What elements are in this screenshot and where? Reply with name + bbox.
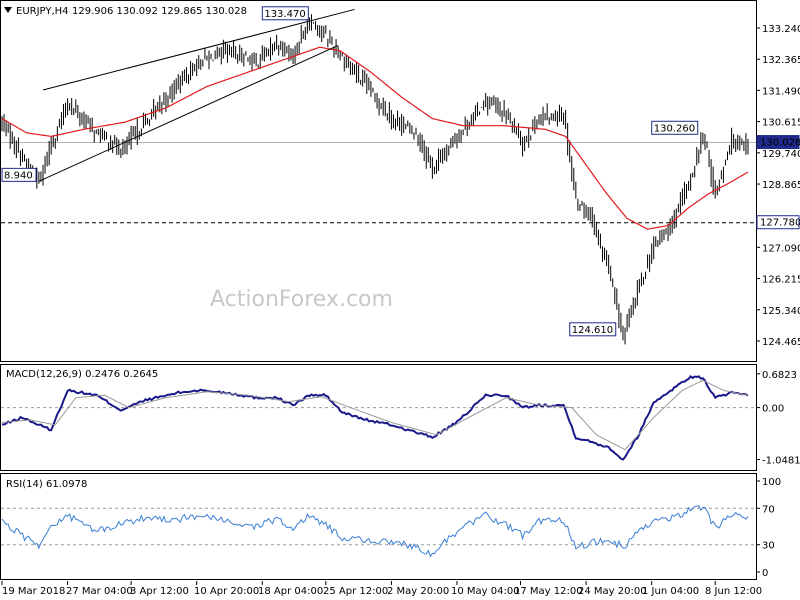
x-tick-label: 27 Mar 04:00 [66, 586, 133, 597]
x-tick-label: 1 Jun 04:00 [642, 586, 699, 597]
x-tick-label: 17 May 12:00 [514, 586, 583, 597]
price-tag-label: 127.780 [760, 218, 800, 229]
lower-channel-line [38, 44, 339, 182]
macd-line [1, 375, 749, 461]
price-tag-label: 130.028 [760, 138, 800, 149]
price-callout-label: 124.610 [572, 325, 613, 336]
price-callout-box [261, 6, 309, 21]
symbol-label: EURJPY,H4 [16, 6, 69, 17]
price-panel: 133.470 8.940 130.260 124.610 133.240 132.365… [1, 6, 800, 348]
y-tick-label: 127.090 [762, 243, 800, 254]
x-tick-label: 2 May 20:00 [387, 586, 449, 597]
y-tick-label: 125.340 [762, 306, 800, 317]
x-axis: 19 Mar 2018 27 Mar 04:003 Apr 12:00 10 Apr… [1, 581, 762, 597]
moving-average-line [1, 46, 749, 230]
price-callout-label: 8.940 [4, 170, 33, 181]
price-callout-box [569, 322, 617, 337]
y-tick-label: 129.740 [762, 149, 800, 160]
y-tick-label: 126.215 [762, 275, 800, 286]
y-tick-label: 70 [762, 504, 775, 515]
x-tick-label: 3 Apr 12:00 [130, 586, 189, 597]
price-callout-box [1, 167, 37, 182]
macd-panel-frame [0, 364, 757, 471]
price-panel-frame [0, 0, 757, 362]
macd-panel: 0.6823 0.00 -1.0481 [1, 370, 800, 466]
price-callout-label: 133.470 [264, 9, 305, 20]
x-tick-label: 19 Mar 2018 [2, 586, 65, 597]
x-tick-label: 10 Apr 20:00 [194, 586, 259, 597]
y-tick-label: 133.240 [762, 24, 800, 35]
price-callout-box [651, 120, 699, 135]
x-tick-label: 8 Jun 12:00 [705, 586, 762, 597]
y-tick-label: 100 [762, 477, 781, 488]
menu-triangle-icon[interactable] [4, 7, 12, 13]
y-tick-label: 124.465 [762, 337, 800, 348]
y-tick-label: 0 [762, 568, 768, 579]
y-tick-label: 132.365 [762, 55, 800, 66]
y-tick-label: 0.00 [762, 404, 784, 415]
rsi-title: RSI(14) 61.0978 [6, 479, 87, 490]
rsi-panel-frame [0, 473, 757, 580]
rsi-line [1, 505, 749, 558]
y-tick-label: 128.865 [762, 180, 800, 191]
x-tick-label: 25 Apr 12:00 [323, 586, 388, 597]
y-tick-label: -1.0481 [762, 455, 800, 466]
x-tick-label: 18 Apr 04:00 [258, 586, 323, 597]
upper-channel-line [42, 8, 355, 91]
x-tick-label: 24 May 20:00 [578, 586, 647, 597]
signal-line [1, 379, 748, 451]
y-tick-label: 0.6823 [762, 370, 797, 381]
current-price-tag [756, 135, 800, 150]
ohlc-readout: 129.906 130.092 129.865 130.028 [72, 6, 247, 17]
watermark-text: ActionForex.com [210, 287, 393, 312]
y-tick-label: 131.490 [762, 86, 800, 97]
y-tick-label: 30 [762, 541, 775, 552]
x-tick-label: 10 May 04:00 [451, 586, 520, 597]
rsi-panel: 100 70 30 0 [1, 477, 781, 579]
macd-title: MACD(12,26,9) 0.2476 0.2645 [6, 369, 158, 380]
price-callout-label: 130.260 [654, 123, 695, 134]
y-tick-label: 130.615 [762, 118, 800, 129]
support-price-tag [756, 215, 800, 230]
